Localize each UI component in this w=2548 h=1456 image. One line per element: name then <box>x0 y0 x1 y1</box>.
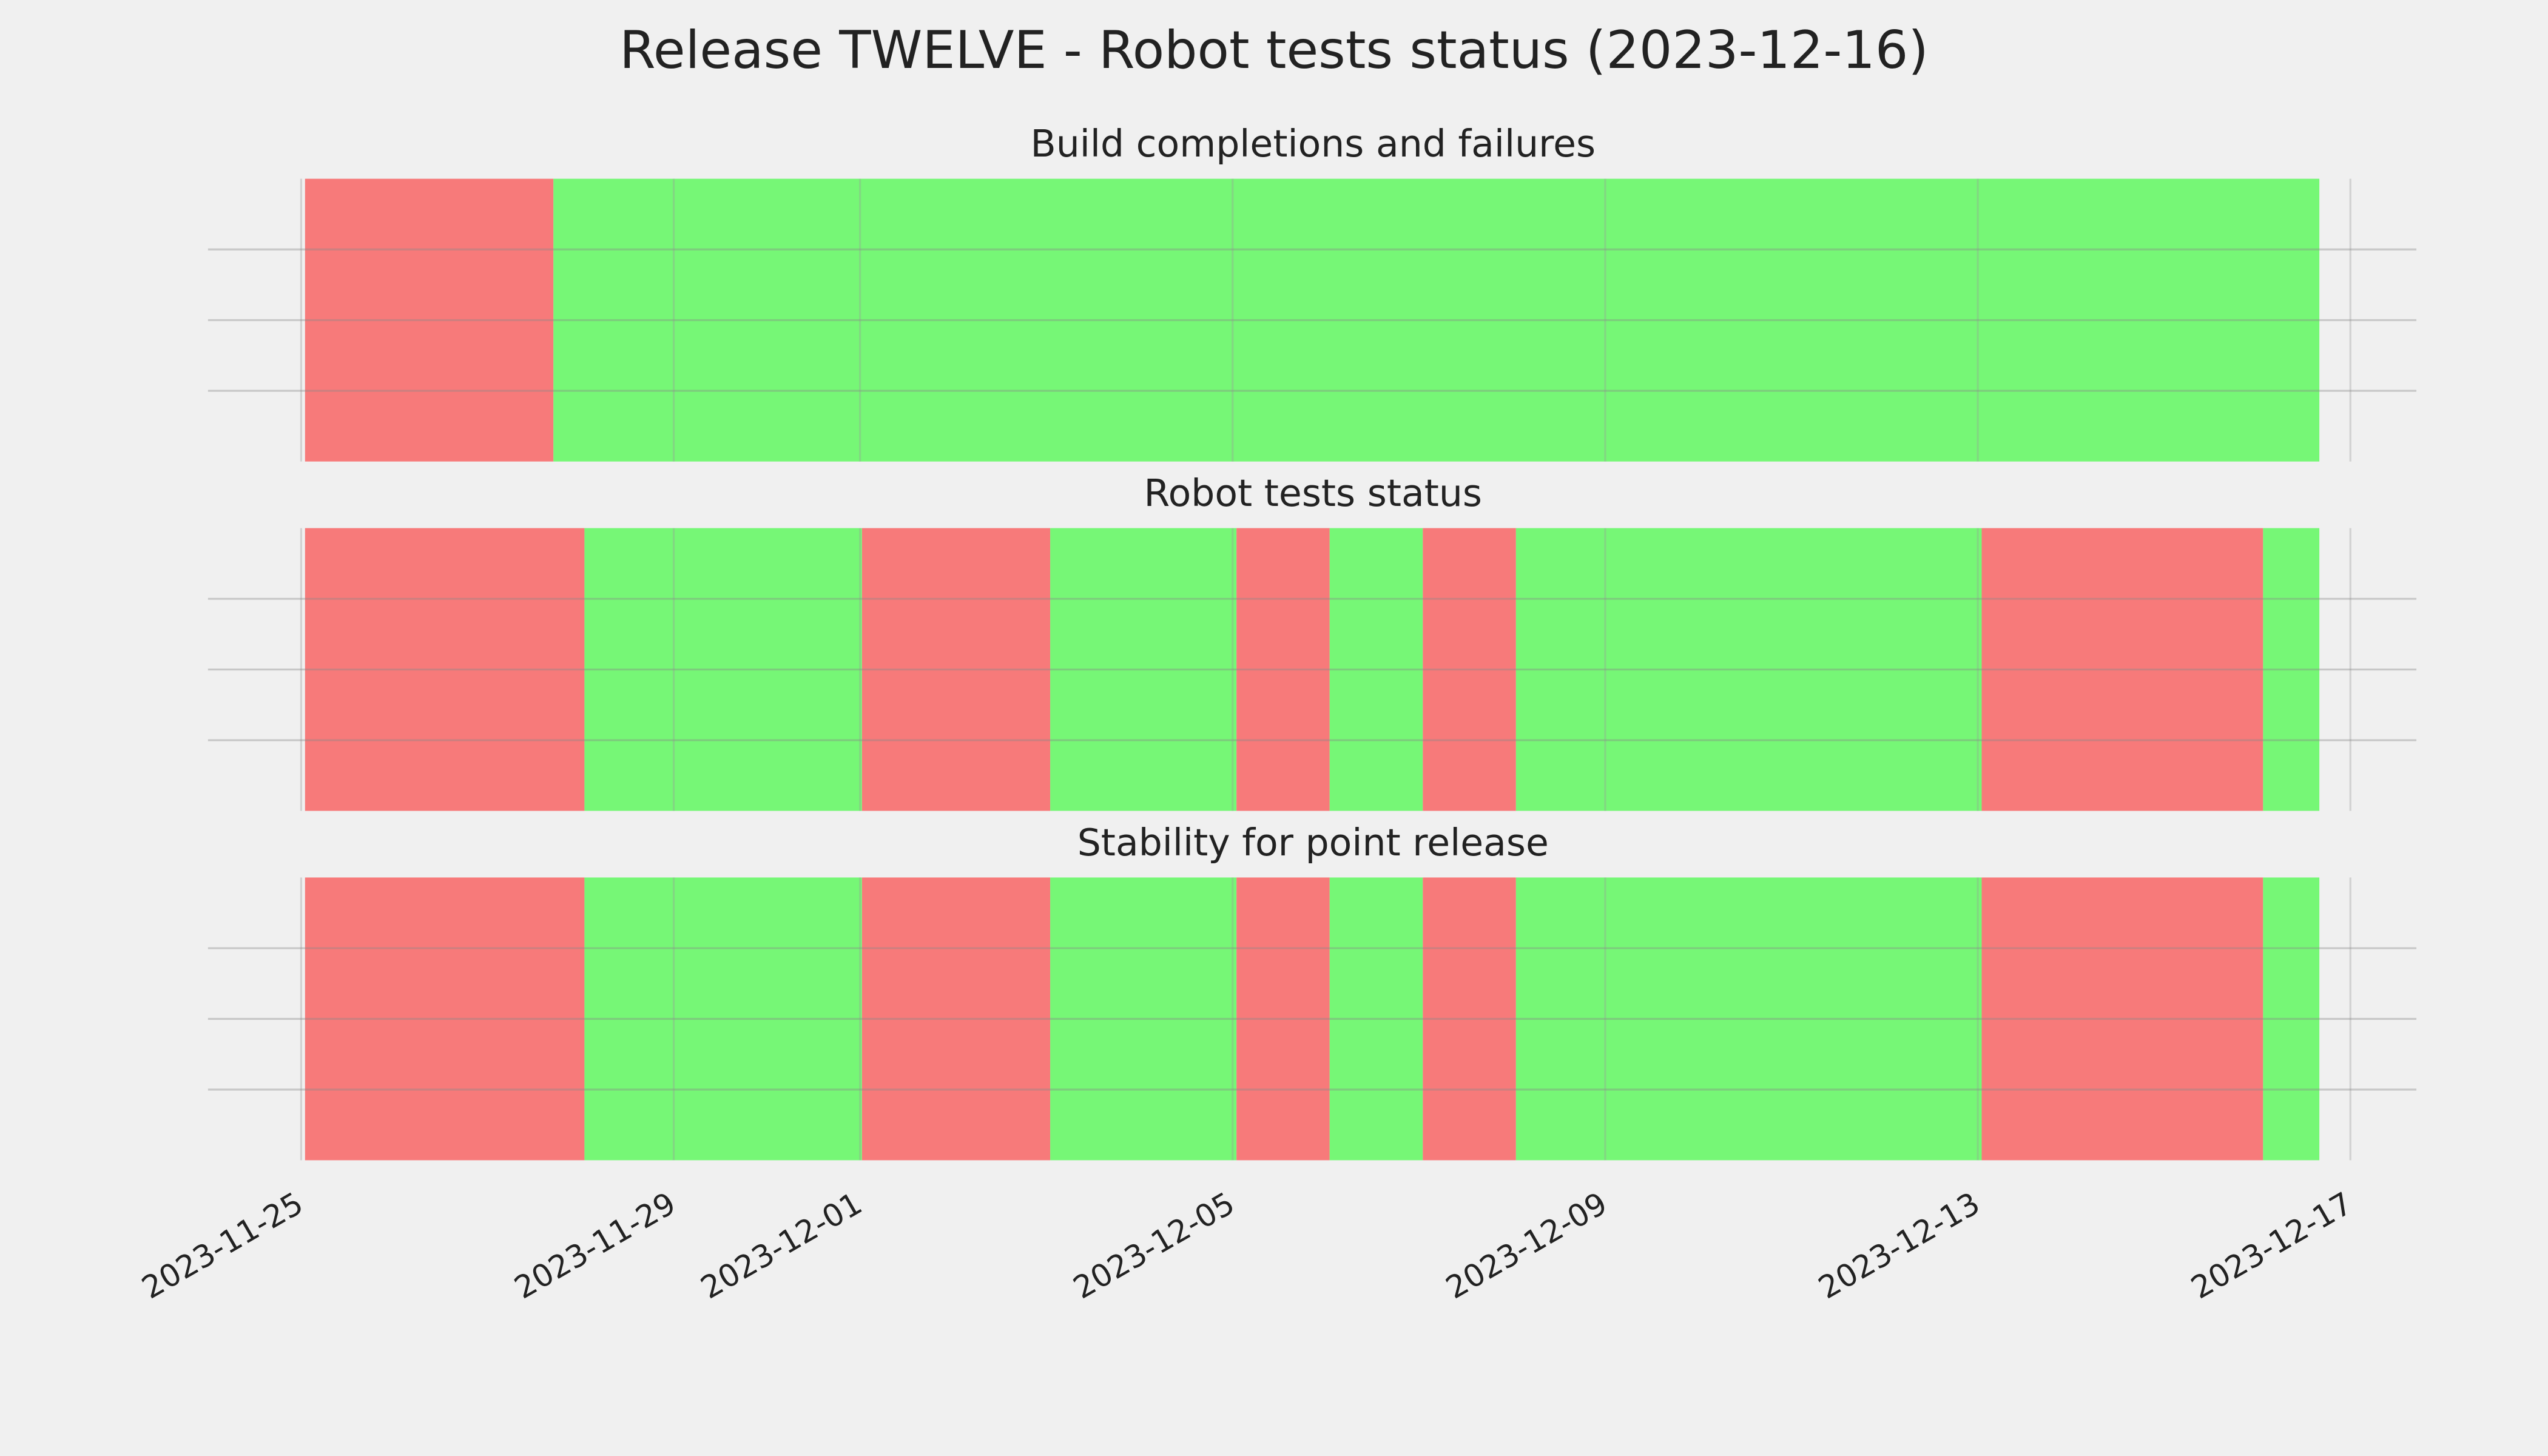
chart-title: Release TWELVE - Robot tests status (202… <box>619 20 1929 81</box>
status-span <box>861 877 1051 1161</box>
status-span <box>1981 528 2263 811</box>
status-span <box>553 178 2320 462</box>
status-span <box>1515 528 1982 811</box>
status-span <box>1981 877 2263 1161</box>
subplot-title: Robot tests status <box>1144 471 1482 515</box>
status-span <box>1329 528 1423 811</box>
status-span <box>305 178 554 462</box>
status-span <box>1050 877 1237 1161</box>
status-span <box>1236 877 1330 1161</box>
status-span <box>1050 528 1237 811</box>
status-span <box>1515 877 1982 1161</box>
status-span <box>1423 528 1516 811</box>
status-span <box>2263 877 2320 1161</box>
subplot-title: Build completions and failures <box>1030 122 1596 166</box>
status-span <box>584 528 862 811</box>
status-span <box>305 528 585 811</box>
status-span <box>584 877 862 1161</box>
status-span <box>861 528 1051 811</box>
status-span <box>305 877 585 1161</box>
status-span <box>1329 877 1423 1161</box>
subplot-title: Stability for point release <box>1077 821 1549 864</box>
status-span <box>1236 528 1330 811</box>
status-span <box>2263 528 2320 811</box>
status-span <box>1423 877 1516 1161</box>
